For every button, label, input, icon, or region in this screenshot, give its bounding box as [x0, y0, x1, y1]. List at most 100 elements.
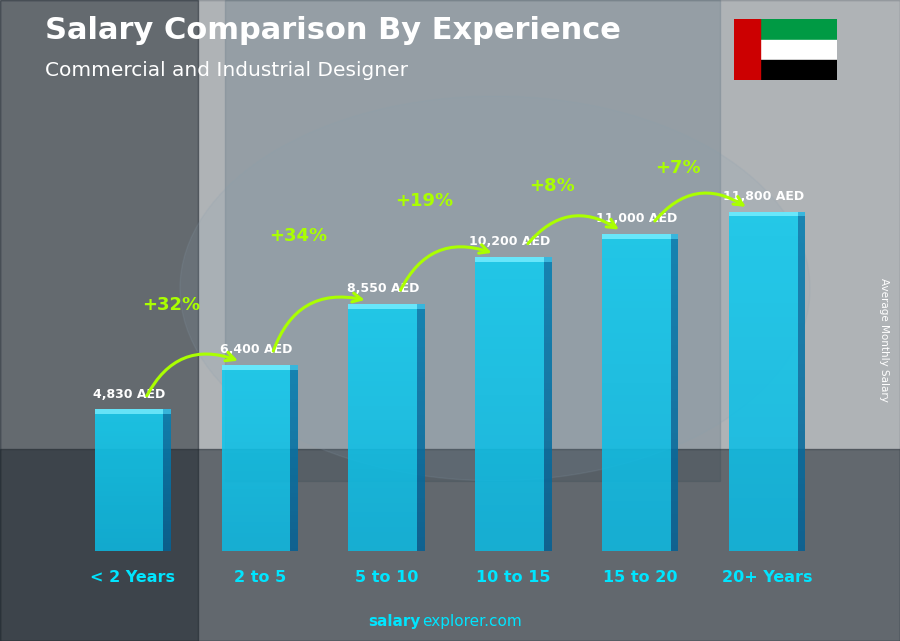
Bar [290, 424, 298, 428]
Bar [348, 396, 417, 401]
Bar [163, 494, 171, 496]
Bar [729, 390, 797, 397]
Bar [475, 366, 544, 372]
Bar [94, 532, 163, 535]
Bar [797, 397, 806, 404]
Bar [94, 477, 163, 480]
Bar [348, 353, 417, 357]
Bar [417, 503, 425, 508]
Bar [417, 391, 425, 396]
Bar [729, 384, 797, 390]
Bar [670, 326, 679, 333]
Bar [475, 540, 544, 545]
Bar [221, 395, 290, 399]
Bar [0, 449, 900, 641]
Bar [797, 370, 806, 377]
Bar [417, 304, 425, 308]
Bar [417, 367, 425, 372]
Bar [417, 454, 425, 459]
Bar [544, 441, 552, 447]
Bar [290, 392, 298, 395]
Bar [163, 540, 171, 543]
Bar [729, 545, 797, 551]
Bar [670, 539, 679, 545]
Bar [163, 428, 171, 431]
Bar [348, 464, 417, 469]
Bar [797, 497, 806, 504]
Bar [602, 239, 670, 246]
Bar [602, 326, 670, 333]
Bar [348, 308, 417, 313]
Bar [221, 365, 290, 370]
Bar [221, 413, 290, 417]
Bar [544, 383, 552, 389]
Bar [797, 270, 806, 276]
Bar [475, 441, 544, 447]
Bar [602, 533, 670, 539]
Bar [348, 512, 417, 517]
Bar [729, 411, 797, 417]
Bar [797, 317, 806, 324]
Bar [544, 424, 552, 429]
Bar [417, 537, 425, 542]
Bar [348, 357, 417, 362]
Bar [94, 545, 163, 549]
Bar [221, 428, 290, 431]
Bar [348, 401, 417, 406]
Bar [602, 476, 670, 483]
Bar [602, 520, 670, 526]
Bar [475, 378, 544, 383]
Bar [544, 522, 552, 528]
Bar [475, 488, 544, 494]
Bar [94, 494, 163, 496]
Bar [163, 510, 171, 513]
Bar [544, 326, 552, 331]
Bar [544, 378, 552, 383]
Bar [475, 290, 544, 296]
Bar [163, 526, 171, 529]
Bar [544, 401, 552, 406]
Bar [544, 285, 552, 290]
Bar [163, 496, 171, 499]
Bar [348, 362, 417, 367]
Bar [221, 370, 290, 373]
Bar [417, 401, 425, 406]
Bar [417, 376, 425, 381]
Bar [602, 445, 670, 451]
Bar [670, 258, 679, 264]
Bar [797, 290, 806, 297]
Bar [544, 534, 552, 540]
Bar [94, 472, 163, 474]
Bar [221, 471, 290, 475]
Bar [475, 320, 544, 326]
Bar [348, 542, 417, 546]
Bar [163, 483, 171, 485]
Bar [417, 342, 425, 347]
Bar [417, 308, 425, 313]
Bar [734, 40, 837, 60]
Bar [221, 475, 290, 479]
Bar [221, 381, 290, 384]
Bar [544, 331, 552, 337]
Bar [602, 489, 670, 495]
Bar [417, 415, 425, 420]
Bar [544, 279, 552, 285]
Bar [729, 270, 797, 276]
Bar [221, 522, 290, 526]
Bar [163, 521, 171, 524]
Bar [94, 439, 163, 442]
Bar [221, 417, 290, 420]
Bar [729, 212, 797, 216]
Bar [290, 471, 298, 475]
Bar [348, 313, 417, 319]
Bar [729, 223, 797, 229]
Bar [163, 515, 171, 519]
Bar [670, 389, 679, 395]
Bar [670, 451, 679, 458]
Bar [670, 533, 679, 539]
Bar [729, 471, 797, 478]
Bar [729, 437, 797, 444]
Bar [670, 458, 679, 464]
Bar [290, 438, 298, 442]
Bar [544, 482, 552, 488]
